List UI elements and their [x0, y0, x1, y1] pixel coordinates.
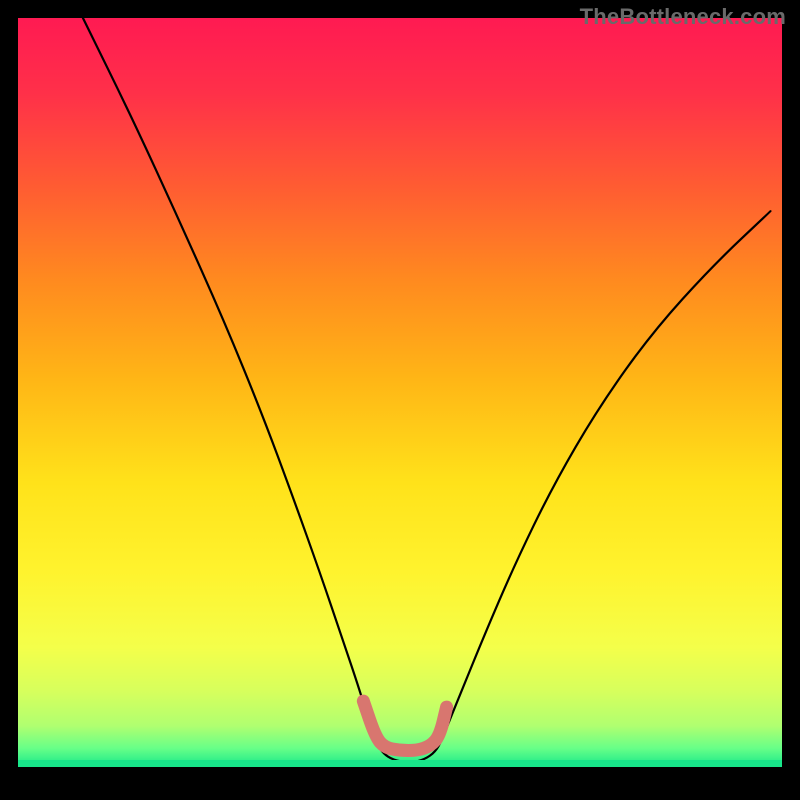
plot-area — [18, 18, 782, 767]
watermark-text: TheBottleneck.com — [580, 4, 786, 30]
bottom-green-strip — [18, 760, 782, 767]
canvas: TheBottleneck.com — [0, 0, 800, 800]
chart-svg — [18, 18, 782, 767]
v-curve — [83, 18, 771, 762]
flat-segment-highlight — [363, 701, 446, 750]
